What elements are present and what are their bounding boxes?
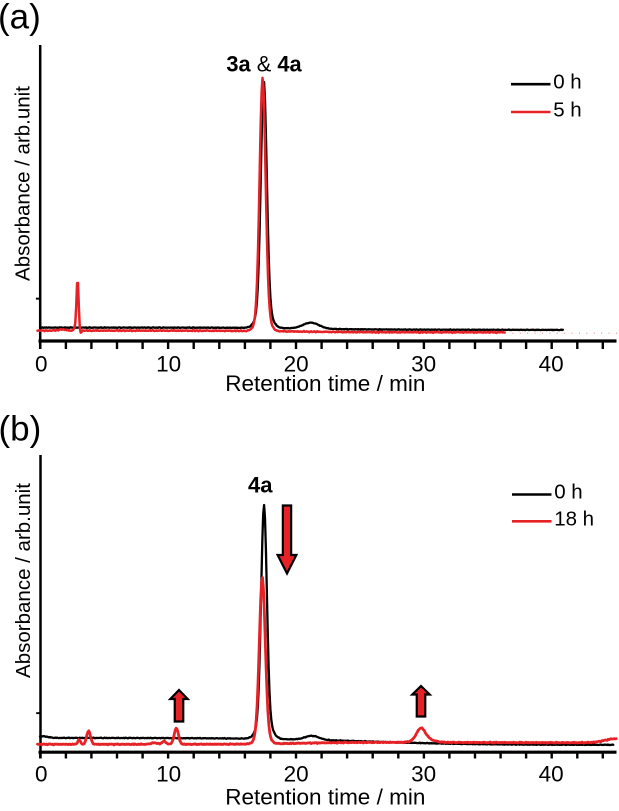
svg-text:30: 30 (411, 761, 436, 786)
svg-text:0: 0 (35, 761, 48, 786)
svg-text:4a: 4a (248, 473, 273, 498)
svg-text:40: 40 (539, 352, 564, 377)
svg-text:10: 10 (156, 761, 181, 786)
svg-text:(a): (a) (0, 0, 41, 37)
svg-text:20: 20 (284, 761, 309, 786)
svg-text:Absorbance / arb.unit: Absorbance / arb.unit (12, 483, 35, 678)
svg-text:18 h: 18 h (554, 508, 594, 531)
svg-text:10: 10 (156, 352, 181, 377)
svg-text:Retention time / min: Retention time / min (225, 785, 425, 810)
svg-text:5 h: 5 h (553, 98, 582, 121)
svg-text:Retention time / min: Retention time / min (225, 371, 425, 396)
svg-text:0 h: 0 h (553, 70, 582, 93)
svg-text:Absorbance / arb.unit: Absorbance / arb.unit (12, 86, 35, 281)
svg-text:0: 0 (35, 352, 48, 377)
svg-text:30: 30 (411, 352, 436, 377)
svg-text:3a & 4a: 3a & 4a (226, 51, 302, 76)
svg-text:20: 20 (284, 352, 309, 377)
svg-text:40: 40 (539, 761, 564, 786)
svg-text:0 h: 0 h (554, 480, 583, 503)
svg-text:(b): (b) (0, 410, 41, 449)
